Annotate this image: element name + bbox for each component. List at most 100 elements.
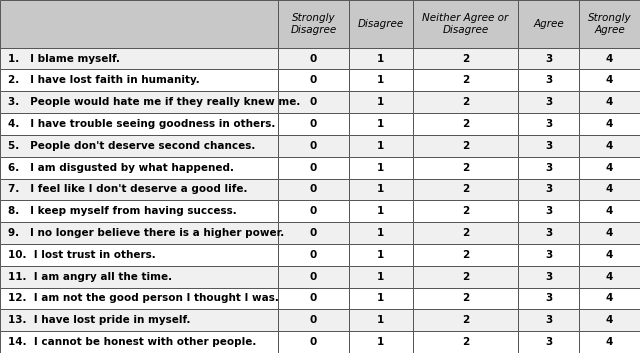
Bar [413, 48, 518, 70]
Text: 1: 1 [377, 54, 385, 64]
Text: 0: 0 [310, 119, 317, 129]
Bar [579, 244, 640, 266]
Bar [413, 266, 518, 288]
Bar [518, 288, 579, 309]
Text: 0: 0 [310, 206, 317, 216]
Bar [0, 48, 278, 70]
Text: 1: 1 [377, 119, 385, 129]
Text: 10.  I lost trust in others.: 10. I lost trust in others. [8, 250, 156, 260]
Bar [579, 222, 640, 244]
Text: 7.   I feel like I don't deserve a good life.: 7. I feel like I don't deserve a good li… [8, 184, 247, 195]
Text: 9.   I no longer believe there is a higher power.: 9. I no longer believe there is a higher… [8, 228, 284, 238]
Bar [413, 201, 518, 222]
Text: 3: 3 [545, 206, 552, 216]
Text: 1: 1 [377, 184, 385, 195]
Text: 2: 2 [462, 141, 469, 151]
Text: 4.   I have trouble seeing goodness in others.: 4. I have trouble seeing goodness in oth… [8, 119, 275, 129]
Bar [349, 135, 413, 157]
Text: 1.   I blame myself.: 1. I blame myself. [8, 54, 120, 64]
Text: 3: 3 [545, 272, 552, 282]
Bar [278, 244, 349, 266]
Bar [579, 135, 640, 157]
Bar [518, 222, 579, 244]
Text: 4: 4 [606, 315, 613, 325]
Bar [349, 309, 413, 331]
Text: 0: 0 [310, 228, 317, 238]
Bar [278, 179, 349, 201]
Text: 0: 0 [310, 315, 317, 325]
Bar [0, 244, 278, 266]
Bar [413, 309, 518, 331]
Bar [278, 288, 349, 309]
Bar [0, 113, 278, 135]
Text: 3: 3 [545, 337, 552, 347]
Bar [349, 179, 413, 201]
Text: 13.  I have lost pride in myself.: 13. I have lost pride in myself. [8, 315, 190, 325]
Bar [518, 244, 579, 266]
Bar [278, 157, 349, 179]
Bar [413, 113, 518, 135]
Text: 6.   I am disgusted by what happened.: 6. I am disgusted by what happened. [8, 163, 234, 173]
Text: 1: 1 [377, 206, 385, 216]
Text: 0: 0 [310, 184, 317, 195]
Text: 4: 4 [606, 184, 613, 195]
Text: 0: 0 [310, 293, 317, 304]
Bar [518, 70, 579, 91]
Bar [518, 266, 579, 288]
Bar [579, 179, 640, 201]
Bar [518, 135, 579, 157]
Text: 1: 1 [377, 315, 385, 325]
Text: 3: 3 [545, 250, 552, 260]
Text: 1: 1 [377, 97, 385, 107]
Text: 1: 1 [377, 337, 385, 347]
Text: 3: 3 [545, 97, 552, 107]
Text: 3: 3 [545, 54, 552, 64]
Text: 4: 4 [606, 293, 613, 304]
Bar [413, 135, 518, 157]
Bar [518, 201, 579, 222]
Bar [349, 70, 413, 91]
Bar [413, 244, 518, 266]
Bar [518, 157, 579, 179]
Text: 0: 0 [310, 250, 317, 260]
Bar [518, 309, 579, 331]
Bar [278, 266, 349, 288]
Bar [278, 91, 349, 113]
Bar [413, 222, 518, 244]
Bar [0, 222, 278, 244]
Text: 2: 2 [462, 293, 469, 304]
Text: 2: 2 [462, 54, 469, 64]
Text: 1: 1 [377, 293, 385, 304]
Text: 4: 4 [606, 272, 613, 282]
Bar [278, 222, 349, 244]
Bar [0, 0, 278, 48]
Text: 1: 1 [377, 272, 385, 282]
Text: 3: 3 [545, 163, 552, 173]
Bar [349, 48, 413, 70]
Text: 2: 2 [462, 97, 469, 107]
Bar [349, 288, 413, 309]
Bar [349, 331, 413, 353]
Bar [0, 201, 278, 222]
Bar [579, 266, 640, 288]
Bar [0, 288, 278, 309]
Text: 0: 0 [310, 76, 317, 85]
Bar [518, 331, 579, 353]
Text: 0: 0 [310, 163, 317, 173]
Bar [0, 157, 278, 179]
Text: 2.   I have lost faith in humanity.: 2. I have lost faith in humanity. [8, 76, 200, 85]
Text: 2: 2 [462, 228, 469, 238]
Text: 2: 2 [462, 163, 469, 173]
Bar [278, 309, 349, 331]
Text: 4: 4 [606, 97, 613, 107]
Text: 3: 3 [545, 76, 552, 85]
Bar [0, 266, 278, 288]
Bar [579, 331, 640, 353]
Bar [349, 91, 413, 113]
Bar [413, 157, 518, 179]
Bar [0, 135, 278, 157]
Text: 4: 4 [606, 206, 613, 216]
Text: 2: 2 [462, 250, 469, 260]
Text: 8.   I keep myself from having success.: 8. I keep myself from having success. [8, 206, 236, 216]
Bar [518, 179, 579, 201]
